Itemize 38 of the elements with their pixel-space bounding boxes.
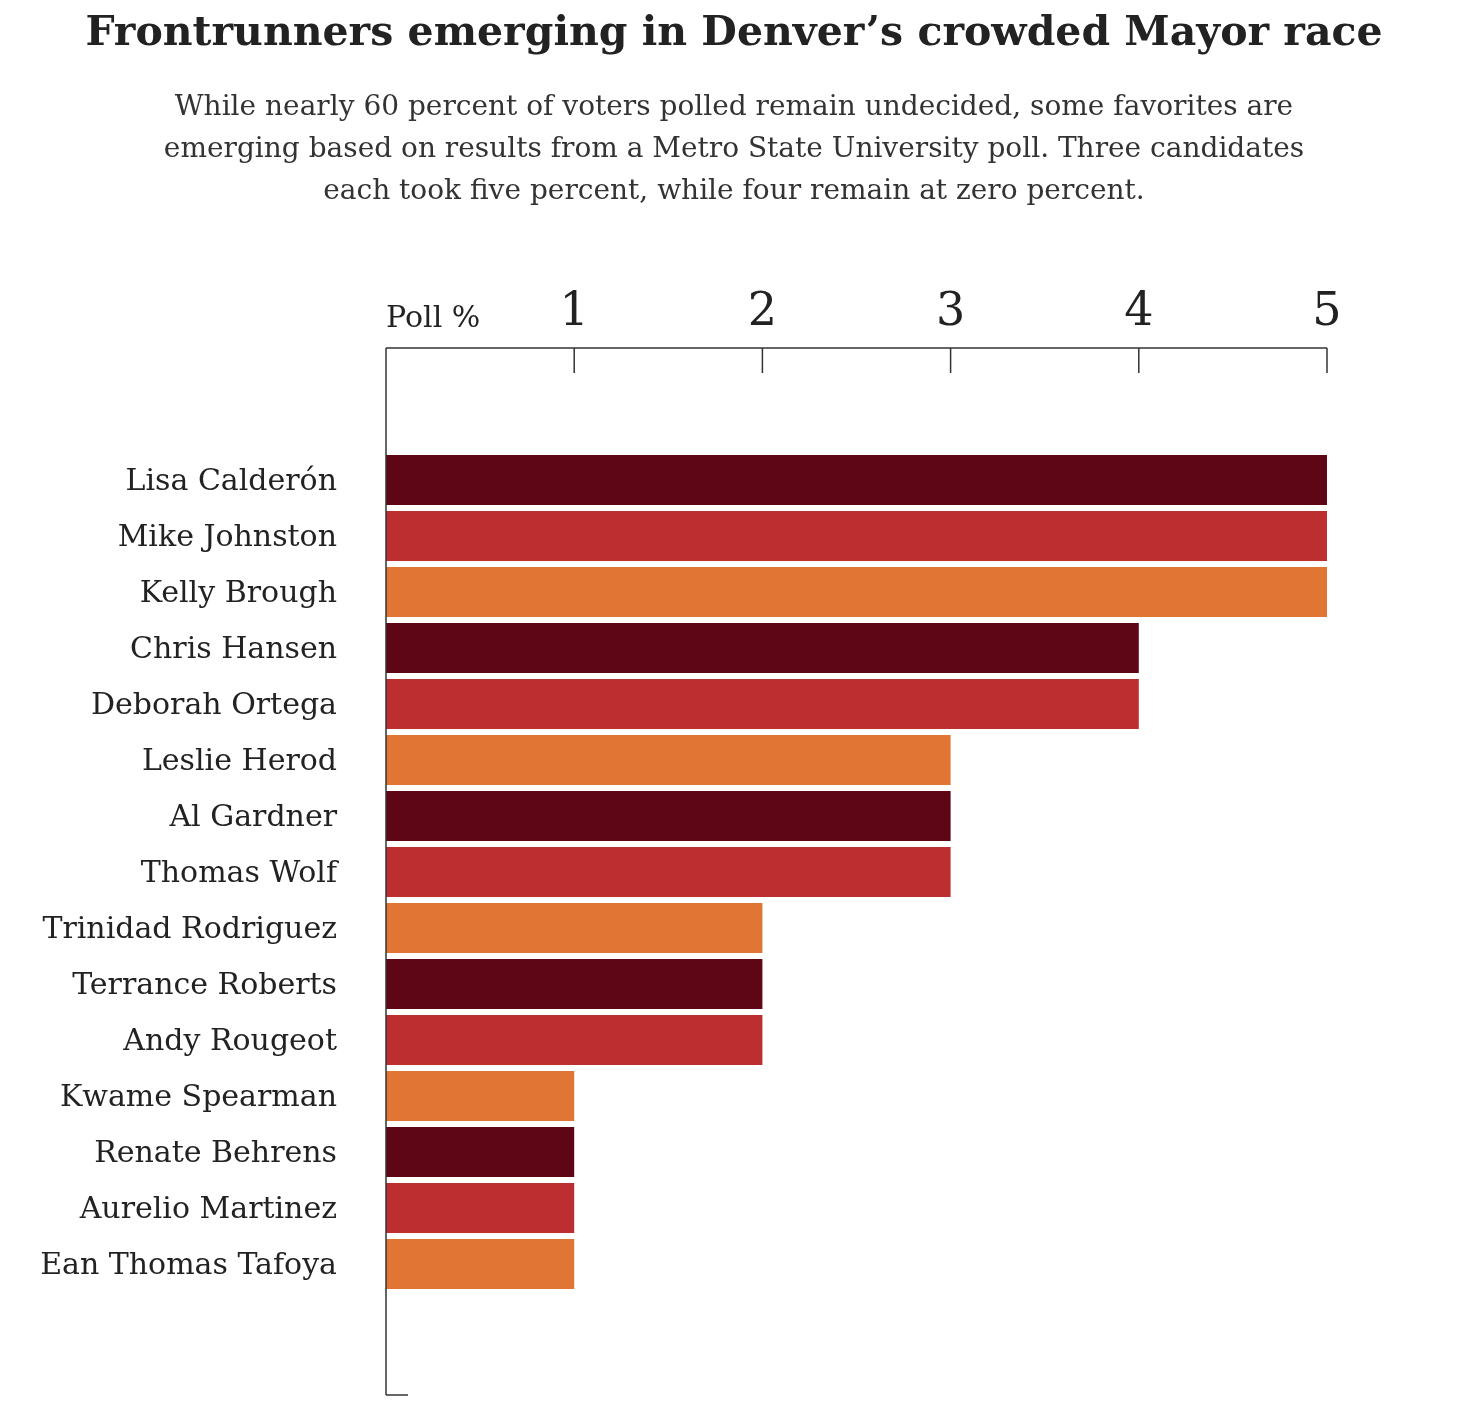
y-tick-label: Aurelio Martinez (78, 1190, 337, 1225)
y-tick-label: Lisa Calderón (125, 462, 337, 497)
bar (386, 1071, 575, 1121)
y-tick-label: Andy Rougeot (122, 1022, 337, 1057)
bar (386, 735, 951, 785)
bar (386, 1127, 575, 1177)
y-tick-label: Kwame Spearman (59, 1078, 337, 1113)
bar (386, 903, 763, 953)
bar (386, 791, 951, 841)
x-tick-label: 3 (935, 282, 966, 336)
bar (386, 847, 951, 897)
x-axis-title: Poll % (386, 299, 481, 334)
bar (386, 511, 1327, 561)
bar (386, 1015, 763, 1065)
x-tick-label: 2 (747, 282, 778, 336)
y-tick-label: Mike Johnston (117, 518, 337, 553)
bar (386, 567, 1327, 617)
y-tick-label: Deborah Ortega (91, 686, 338, 721)
chart-subtitle: While nearly 60 percent of voters polled remain undecided, some favorites are emerging based on results from a Metro State University poll. Three candidates each took five percent, while four remain at zero percent. (163, 89, 1305, 206)
bar (386, 455, 1327, 505)
y-tick-label: Thomas Wolf (140, 854, 339, 889)
y-tick-label: Leslie Herod (141, 742, 337, 777)
bar (386, 679, 1139, 729)
y-tick-label: Ean Thomas Tafoya (40, 1246, 338, 1281)
chart-title: Frontrunners emerging in Denver’s crowded Mayor race (85, 7, 1383, 55)
x-tick-label: 5 (1312, 282, 1342, 336)
y-tick-label: Trinidad Rodriguez (42, 910, 337, 945)
bar (386, 623, 1139, 673)
y-tick-label: Kelly Brough (139, 574, 337, 609)
bar (386, 1183, 575, 1233)
y-tick-label: Renate Behrens (94, 1134, 337, 1169)
bar (386, 959, 763, 1009)
y-tick-label: Al Gardner (168, 798, 338, 833)
y-tick-label: Chris Hansen (130, 630, 337, 665)
bar (386, 1239, 575, 1289)
x-tick-label: 1 (559, 282, 589, 336)
y-tick-label: Terrance Roberts (72, 966, 337, 1001)
x-tick-label: 4 (1124, 282, 1154, 336)
